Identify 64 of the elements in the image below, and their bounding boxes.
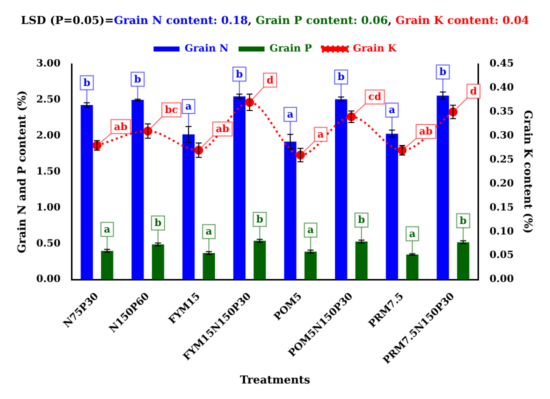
y-tick-label: 2.00 (36, 130, 61, 142)
x-axis-title: Treatments (240, 373, 310, 386)
y2-axis-title: Grain K content (%) (522, 110, 535, 234)
y-tick-label: 0.50 (36, 238, 61, 250)
y2-tick-label: 0.10 (489, 226, 514, 238)
y2-tick-label: 0.40 (489, 82, 514, 94)
y-tick-label: 1.00 (36, 202, 61, 214)
y2-tick-label: 0.35 (489, 106, 514, 118)
data-label: a (388, 105, 396, 116)
data-label: a (104, 224, 111, 236)
data-label: b (154, 218, 162, 230)
data-label: ab (114, 122, 128, 133)
y2-tick-label: 0.20 (489, 178, 514, 190)
bar (284, 142, 296, 280)
y2-tick-label: 0.25 (489, 154, 514, 166)
data-label: b (236, 69, 243, 80)
data-label: ab (419, 126, 433, 138)
bar (254, 240, 266, 280)
chart-title: LSD (P=0.05)=Grain N content: 0.18, Grain P content: 0.06, Grain K content: 0.04 (20, 14, 530, 27)
y2-tick-label: 0.15 (489, 202, 514, 214)
data-label: b (460, 216, 467, 227)
data-label: ab (216, 124, 230, 136)
data-label: bc (164, 104, 178, 116)
y-tick-label: 2.50 (36, 94, 61, 106)
y2-tick-label: 0.05 (489, 250, 514, 262)
bar (335, 99, 348, 280)
bar (457, 242, 470, 280)
y-tick-label: 3.00 (36, 58, 61, 70)
data-label: a (287, 110, 294, 121)
bar (152, 244, 164, 280)
data-label: cd (368, 92, 382, 104)
data-label: a (409, 228, 416, 240)
data-label: a (185, 102, 192, 113)
bar (233, 96, 246, 280)
bar (132, 100, 144, 280)
bar (80, 104, 93, 280)
y-axis-title: Grain N and P content (%) (15, 90, 28, 254)
data-label: b (256, 214, 264, 226)
bar (202, 253, 215, 280)
data-label: b (83, 78, 90, 89)
data-label: d (266, 75, 274, 86)
data-label: d (470, 86, 478, 98)
y2-tick-label: 0.30 (489, 130, 514, 142)
data-label: b (439, 67, 446, 78)
data-label: a (307, 225, 314, 236)
legend-label: Grain N (184, 44, 229, 55)
y-tick-label: 0.00 (36, 274, 61, 286)
bar (101, 250, 114, 280)
data-label: a (317, 129, 324, 140)
y-tick-label: 1.50 (36, 166, 61, 178)
bar (386, 134, 398, 280)
bar (406, 254, 418, 280)
bar (436, 96, 449, 280)
data-label: b (358, 215, 365, 226)
y2-tick-label: 0.45 (489, 58, 514, 70)
data-label: b (134, 74, 142, 86)
bar (304, 252, 317, 280)
legend-label: Grain P (270, 44, 312, 55)
bar (182, 134, 195, 280)
data-label: b (338, 72, 345, 84)
bar (355, 242, 368, 280)
data-label: a (206, 226, 213, 238)
y2-tick-label: 0.00 (489, 274, 514, 286)
legend-label: Grain K (352, 44, 397, 55)
